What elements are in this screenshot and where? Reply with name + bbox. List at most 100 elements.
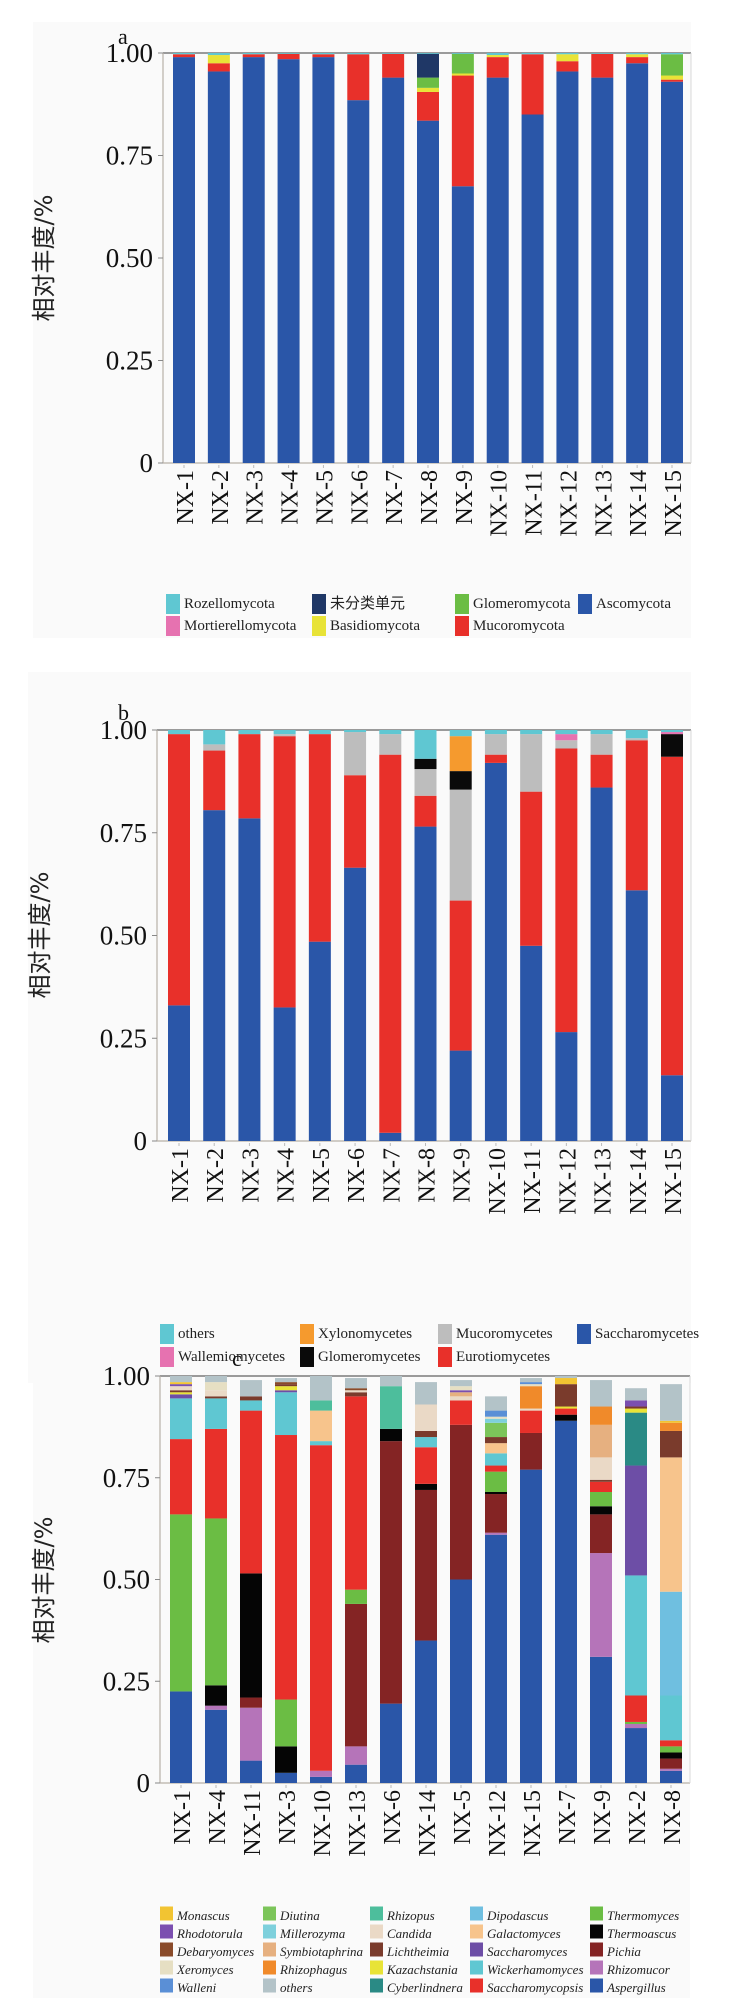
- bar-segment-Pichia: [240, 1697, 262, 1708]
- bar-segment-Glomeromycetes: [414, 758, 437, 770]
- legend-item: Diutina: [263, 1906, 320, 1923]
- bar-segment-others: [168, 730, 190, 735]
- bar-segment-Candida: [345, 1390, 367, 1393]
- bar-segment-others: [380, 1376, 402, 1387]
- bar-segment-others: [238, 730, 261, 735]
- legend-swatch: [590, 1942, 603, 1957]
- x-tick-label: NX-1: [170, 1790, 196, 1845]
- bar-segment-Rozellomycota: [277, 53, 300, 54]
- bar-segment-Saccharomycetes: [308, 941, 331, 1141]
- bar-segment-Eurotiomycetes: [379, 754, 402, 1133]
- legend-item: Rozellomycota: [166, 594, 275, 614]
- legend-label: Candida: [387, 1926, 432, 1941]
- legend-label: Basidiomycota: [330, 618, 420, 634]
- legend-swatch: [590, 1960, 603, 1975]
- legend-item: Basidiomycota: [312, 616, 420, 636]
- bar-segment-Pichia: [520, 1432, 542, 1470]
- y-tick-label: 0.25: [100, 1023, 147, 1053]
- legend-label: Lichtheimia: [386, 1944, 450, 1959]
- legend-item: Aspergillus: [590, 1978, 666, 1995]
- bar-segment-Basidiomycota: [661, 75, 683, 80]
- bar-segment-Rozellomycota: [661, 53, 683, 55]
- legend-label: Cyberlindnera: [387, 1980, 463, 1995]
- bar-segment-Xeromyces: [520, 1384, 542, 1387]
- bar-segment-Saccharomycetes: [238, 818, 261, 1141]
- bar-segment-Mucoromycetes: [379, 734, 402, 755]
- legend-label: 未分类单元: [330, 595, 405, 612]
- legend-item: Mortierellomycota: [166, 616, 297, 636]
- bar-segment-Saccharomycetes: [590, 787, 613, 1141]
- bar-segment-Candida: [520, 1408, 542, 1411]
- bar-segment-Saccharomycetes: [555, 1032, 578, 1141]
- legend-label: Aspergillus: [606, 1980, 666, 1995]
- legend-swatch: [370, 1978, 383, 1993]
- bar-segment-Candida: [205, 1390, 227, 1397]
- bar-stack-NX-5: [312, 53, 335, 463]
- bar-stack-NX-4: [273, 730, 296, 1141]
- legend-item: 未分类单元: [312, 594, 405, 614]
- bar-segment-Mucoromycetes: [555, 740, 578, 749]
- bar-segment-Glomeromycota: [661, 54, 683, 76]
- bar-segment-Xeromyces: [450, 1386, 472, 1391]
- bar-segment-Saccharomycetes: [203, 810, 226, 1141]
- bar-segment-Thermomyces: [590, 1491, 612, 1507]
- bar-stack-NX-4: [277, 53, 300, 464]
- bar-segment-others: [414, 730, 437, 759]
- bar-segment-Lichtheimia: [660, 1430, 682, 1458]
- x-tick-label: NX-2: [625, 1790, 651, 1845]
- x-tick-label: NX-5: [450, 1790, 476, 1845]
- bar-segment-Rhizophagus: [590, 1406, 612, 1425]
- y-axis-title: 相对丰度/%: [26, 872, 54, 999]
- legend-item: others: [263, 1978, 313, 1995]
- legend-swatch: [160, 1347, 174, 1367]
- legend-label: Kazachstania: [386, 1962, 458, 1977]
- x-tick-label: NX-15: [661, 1148, 687, 1215]
- bar-segment-Mucoromycota: [382, 53, 405, 78]
- bar-stack-NX-14: [626, 53, 649, 463]
- bar-stack-NX-10: [484, 730, 507, 1141]
- legend-item: Rhizomucor: [590, 1960, 671, 1977]
- bar-segment-Saccharomycopsis: [415, 1447, 437, 1484]
- bar-segment-Eurotiomycetes: [344, 775, 367, 868]
- bar-segment-Rhizomucor: [240, 1707, 262, 1761]
- legend-swatch: [470, 1960, 483, 1975]
- bar-segment-Ascomycota: [242, 57, 265, 463]
- bar-segment-Ascomycota: [451, 186, 474, 463]
- bar-segment-Thermoascus: [590, 1506, 612, 1515]
- bar-segment-Saccharomycopsis: [660, 1740, 682, 1747]
- legend-label: Galactomyces: [487, 1926, 561, 1941]
- bar-stack-NX-6: [344, 730, 367, 1141]
- x-tick-label: NX-1: [168, 1148, 194, 1203]
- bar-segment-Aspergillus: [660, 1770, 682, 1783]
- bar-segment-Aspergillus: [555, 1420, 577, 1783]
- bar-segment-Mucoromycetes: [273, 734, 296, 737]
- bar-segment-Aspergillus: [275, 1772, 297, 1783]
- bar-segment-Saccharomycetes: [484, 762, 507, 1141]
- bar-segment-others: [450, 1380, 472, 1387]
- bar-segment-Mucoromycetes: [484, 734, 507, 755]
- x-tick-label: NX-9: [590, 1790, 616, 1845]
- bar-stack-NX-3: [275, 1378, 297, 1783]
- legend-label: Rhizopus: [386, 1908, 435, 1923]
- y-tick-label: 0.25: [103, 1666, 150, 1696]
- bar-segment-Candida: [450, 1396, 472, 1401]
- legend-swatch: [263, 1924, 276, 1939]
- legend-swatch: [577, 1324, 591, 1344]
- bar-segment-Eurotiomycetes: [273, 736, 296, 1008]
- bar-segment-Debaryomyces: [275, 1382, 297, 1385]
- bar-segment-Basidiomycota: [451, 73, 474, 76]
- bar-segment-Rozellomycota: [312, 53, 335, 55]
- bar-segment-others: [625, 730, 648, 739]
- bar-segment-Glomeromycetes: [449, 771, 472, 790]
- legend-item: Monascus: [160, 1906, 230, 1923]
- x-tick-label: NX-4: [274, 1148, 300, 1203]
- legend-swatch: [470, 1978, 483, 1993]
- legend-swatch: [370, 1906, 383, 1921]
- bar-segment-Eurotiomycetes: [484, 754, 507, 763]
- bar-segment-Aspergillus: [240, 1760, 262, 1783]
- bar-segment-Mucoromycota: [347, 54, 370, 101]
- bar-segment-Debaryomyces: [345, 1388, 367, 1391]
- legend-label: Rhodotorula: [176, 1926, 243, 1941]
- bar-segment-others: [415, 1382, 437, 1405]
- x-tick-label: NX-6: [347, 470, 373, 525]
